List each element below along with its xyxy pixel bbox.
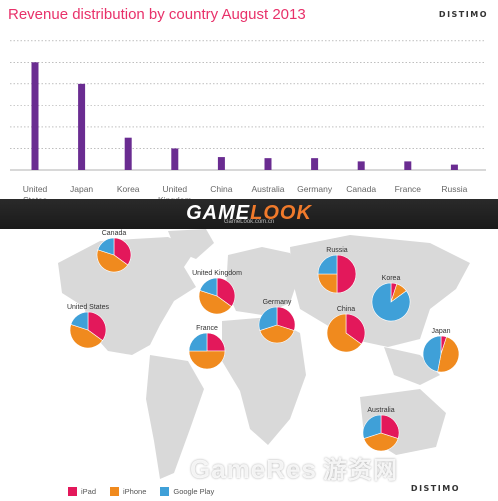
- pie-legend: iPad iPhone Google Play: [68, 487, 214, 496]
- pie-slice-germany-google-play: [258, 306, 278, 331]
- legend-label-iphone: iPhone: [123, 487, 147, 496]
- pie-slice-canada-iphone: [96, 249, 129, 273]
- pie-slice-france-iphone: [188, 350, 226, 370]
- bar-united-kingdom: [171, 148, 179, 170]
- pie-slice-russia-iphone: [317, 273, 338, 294]
- legend-swatch-ipad: [68, 487, 77, 496]
- legend-label-google-play: Google Play: [173, 487, 215, 496]
- pie-label-germany: Germany: [263, 299, 292, 306]
- pie-slice-australia-ipad: [380, 414, 400, 439]
- pie-germany: Germany: [258, 299, 296, 344]
- bar-canada: [357, 161, 365, 170]
- gamelook-banner: GAMELOOK GameLook.com.cn: [0, 199, 498, 229]
- bar-label-united-kingdom-2: Kingdom: [158, 195, 192, 200]
- pie-slice-russia-google-play: [317, 254, 338, 275]
- south-america-landmass: [146, 355, 204, 479]
- pie-label-russia: Russia: [326, 247, 348, 254]
- distimo-logo: DISTIMO: [438, 10, 488, 19]
- banner-logo: GAMELOOK: [0, 202, 498, 225]
- bar-label-canada: Canada: [346, 184, 376, 194]
- distimo-logo-bottom: DISTIMO: [410, 484, 460, 493]
- pie-slice-germany-iphone: [259, 324, 295, 344]
- banner-logo-part1: GAME: [186, 202, 251, 224]
- pie-label-united-states: United States: [67, 304, 110, 311]
- watermark-text: GameRes: [190, 454, 317, 484]
- pie-slice-united-states-iphone: [69, 324, 103, 349]
- bar-label-united-states-1: United: [23, 184, 48, 194]
- bar-japan: [78, 83, 86, 170]
- bar-france: [404, 161, 412, 170]
- pie-slice-china-iphone: [326, 313, 362, 353]
- bar-korea: [124, 137, 132, 170]
- greenland-landmass: [168, 229, 214, 259]
- pie-label-japan: Japan: [431, 328, 450, 335]
- pie-china: China: [326, 306, 366, 353]
- bar-label-united-states-2: States: [23, 195, 47, 200]
- pie-france: France: [188, 325, 226, 370]
- pie-united-kingdom: United Kingdom: [192, 270, 242, 315]
- pie-label-china: China: [337, 306, 355, 313]
- pie-label-united-kingdom: United Kingdom: [192, 270, 242, 277]
- legend-swatch-google-play: [160, 487, 170, 496]
- pie-slice-canada-google-play: [97, 237, 115, 256]
- pie-slice-germany-ipad: [276, 306, 296, 331]
- pie-slice-china-ipad: [345, 313, 366, 345]
- pie-slice-france-google-play: [188, 332, 208, 352]
- pie-australia: Australia: [362, 407, 400, 452]
- southeast-asia-landmass: [384, 347, 440, 385]
- world-map-pie-chart: Canada United States United Kingdom France G…: [58, 229, 470, 479]
- bar-label-korea: Korea: [117, 184, 140, 194]
- bar-label-france: France: [395, 184, 422, 194]
- pie-slice-korea-google-play: [371, 282, 411, 322]
- banner-logo-part2: LOOK: [250, 202, 312, 224]
- banner-subtitle: GameLook.com.cn: [223, 219, 275, 225]
- world-map: [58, 229, 470, 479]
- pie-japan: Japan: [422, 328, 460, 373]
- pie-slice-australia-google-play: [362, 414, 382, 439]
- pie-slice-united-states-ipad: [87, 311, 107, 341]
- watermark-cn: 游资网: [322, 457, 398, 484]
- pie-slice-united-states-google-play: [70, 311, 89, 331]
- bar-label-united-kingdom-1: United: [163, 184, 188, 194]
- legend-item-iphone: iPhone: [110, 487, 146, 496]
- pie-slice-canada-ipad: [113, 237, 132, 266]
- gameres-watermark: GameRes 游资网: [190, 450, 398, 485]
- bar-united-states: [31, 62, 39, 170]
- africa-landmass: [222, 317, 306, 445]
- pie-slice-united-kingdom-ipad: [216, 277, 236, 307]
- pie-united-states: United States: [67, 304, 110, 349]
- bar-label-germany: Germany: [297, 184, 333, 194]
- pie-russia: Russia: [317, 247, 357, 294]
- legend-item-ipad: iPad: [68, 487, 96, 496]
- bar-label-russia: Russia: [441, 184, 467, 194]
- page-title: Revenue distribution by country August 2…: [8, 6, 306, 23]
- pie-label-france: France: [196, 325, 218, 332]
- pie-slice-russia-ipad: [336, 254, 357, 294]
- europe-landmass: [226, 247, 298, 315]
- legend-swatch-iphone: [110, 487, 120, 496]
- bar-germany: [311, 158, 319, 170]
- bar-label-japan: Japan: [70, 184, 93, 194]
- bar-label-australia: Australia: [251, 184, 284, 194]
- legend-item-google-play: Google Play: [160, 487, 214, 496]
- bar-china: [217, 157, 225, 170]
- pie-slice-united-kingdom-iphone: [198, 290, 232, 315]
- pie-label-korea: Korea: [382, 275, 401, 282]
- bar-label-china: China: [210, 184, 232, 194]
- pie-label-canada: Canada: [102, 230, 127, 237]
- pie-layer: Canada United States United Kingdom France G…: [67, 230, 460, 452]
- pie-label-australia: Australia: [367, 407, 394, 414]
- bar-russia: [450, 164, 458, 170]
- pie-canada: Canada: [96, 230, 132, 273]
- pie-slice-japan-google-play: [422, 335, 442, 373]
- pie-slice-united-kingdom-google-play: [199, 277, 218, 297]
- legend-label-ipad: iPad: [81, 487, 97, 496]
- pie-slice-australia-iphone: [363, 432, 399, 452]
- pie-korea: Korea: [371, 275, 411, 322]
- bar-australia: [264, 158, 272, 170]
- pie-slice-japan-iphone: [437, 336, 460, 373]
